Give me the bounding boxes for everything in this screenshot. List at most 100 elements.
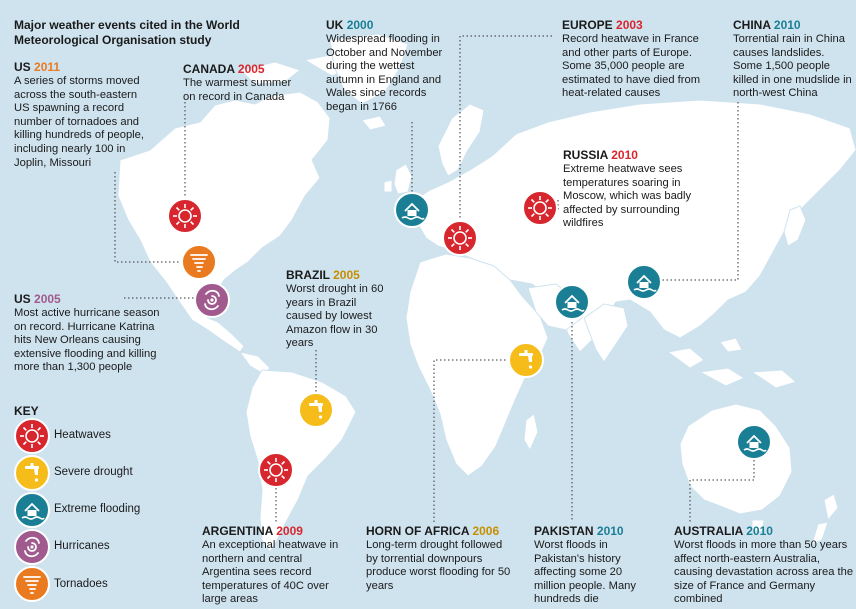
event-region: AUSTRALIA <box>674 524 743 538</box>
uk-landmass <box>383 163 413 195</box>
key-label-drought: Severe drought <box>54 466 133 478</box>
event-description: Widespread flooding in October and Novem… <box>326 33 443 113</box>
africa-landmass <box>405 253 549 477</box>
event-region: US <box>14 60 31 74</box>
marker-brazil-2005[interactable] <box>298 392 334 428</box>
new-zealand-landmass <box>811 493 839 545</box>
event-description: Long-term drought followed by torrential… <box>366 539 511 592</box>
event-description: Most active hurricane season on record. … <box>14 307 160 374</box>
japan-landmass <box>783 205 807 247</box>
key-title: KEY <box>14 404 39 418</box>
event-us-2005: US 2005 Most active hurricane season on … <box>14 292 164 375</box>
event-description: The warmest summer on record in Canada <box>183 77 292 103</box>
event-argentina-2009: ARGENTINA 2009 An exceptional heatwave i… <box>202 524 350 607</box>
leader-line-europe-2003 <box>459 35 552 220</box>
key-swatch-hurricane <box>14 529 50 565</box>
sun-icon <box>528 196 552 220</box>
sun-icon <box>20 424 44 448</box>
scandinavia-landmass <box>437 103 485 177</box>
marker-us-2005[interactable] <box>194 282 230 318</box>
event-description: Extreme heatwave sees temperatures soari… <box>563 163 692 230</box>
southeast-asia-islands <box>666 337 746 387</box>
event-us-2011: US 2011 A series of storms moved across … <box>14 60 152 170</box>
sun-icon <box>448 226 472 250</box>
hurricane-icon <box>24 536 40 558</box>
event-brazil-2005: BRAZIL 2005 Worst drought in 60 years in… <box>286 268 386 351</box>
north-america-landmass <box>117 91 331 353</box>
tornado-icon <box>23 576 41 594</box>
marker-russia-2010[interactable] <box>522 190 558 226</box>
madagascar-landmass <box>523 413 539 452</box>
sun-icon <box>264 458 288 482</box>
new-guinea-landmass <box>750 369 798 389</box>
marker-pakistan-2010[interactable] <box>554 284 590 320</box>
flooded-house-icon <box>743 434 767 452</box>
event-year: 2000 <box>346 18 374 32</box>
key-label-heatwave: Heatwaves <box>54 429 111 441</box>
marker-horn-2006[interactable] <box>508 342 544 378</box>
tap-icon <box>519 350 533 369</box>
event-year: 2005 <box>333 268 360 282</box>
event-region: CHINA <box>733 18 771 32</box>
tap-icon <box>25 463 39 482</box>
event-year: 2010 <box>611 148 638 162</box>
flooded-house-icon <box>21 502 45 520</box>
key-label-hurricane: Hurricanes <box>54 540 110 552</box>
event-canada-2005: CANADA 2005 The warmest summer on record… <box>183 62 303 104</box>
key-swatch-flooding <box>14 492 50 528</box>
event-year: 2005 <box>237 62 265 76</box>
event-description: Torrential rain in China causes landslid… <box>733 33 852 100</box>
event-year: 2005 <box>34 292 61 306</box>
key-label-tornado: Tornadoes <box>54 578 108 590</box>
event-region: RUSSIA <box>563 148 608 162</box>
event-year: 2011 <box>34 60 61 74</box>
marker-china-2010[interactable] <box>626 264 662 300</box>
event-uk-2000: UK 2000 Widespread flooding in October a… <box>326 18 452 115</box>
key-swatch-tornado <box>14 566 50 602</box>
event-description: Worst floods in Pakistan's history affec… <box>534 539 636 606</box>
event-description: An exceptional heatwave in northern and … <box>202 539 339 606</box>
event-china-2010: CHINA 2010 Torrential rain in China caus… <box>733 18 855 101</box>
flooded-house-icon <box>633 274 657 292</box>
event-region: HORN OF AFRICA <box>366 524 470 538</box>
event-region: ARGENTINA <box>202 524 273 538</box>
event-region: UK <box>326 18 344 32</box>
event-description: Worst drought in 60 years in Brazil caus… <box>286 283 384 350</box>
marker-australia-2010[interactable] <box>736 424 772 460</box>
event-region: US <box>14 292 31 306</box>
australia-landmass <box>679 403 793 515</box>
marker-uk-2000[interactable] <box>394 192 430 228</box>
key-swatch-heatwave <box>14 418 50 454</box>
event-description: Worst floods in more than 50 years affec… <box>674 539 854 606</box>
event-description: Record heatwave in France and other part… <box>562 33 701 100</box>
leader-line-us-2011 <box>114 172 196 263</box>
flooded-house-icon <box>401 202 425 220</box>
india-landmass <box>583 303 629 363</box>
leader-line-china-2010 <box>662 102 739 281</box>
event-year: 2006 <box>472 524 500 538</box>
sun-icon <box>173 204 197 228</box>
event-year: 2010 <box>773 18 801 32</box>
tasmania-landmass <box>751 519 765 533</box>
iceland-landmass <box>361 115 387 131</box>
event-description: A series of storms moved across the sout… <box>14 75 144 169</box>
event-year: 2009 <box>276 524 303 538</box>
event-year: 2003 <box>616 18 643 32</box>
hurricane-icon <box>204 289 220 311</box>
marker-canada-2005[interactable] <box>167 198 203 234</box>
key-swatch-drought <box>14 455 50 491</box>
tornado-icon <box>190 254 208 272</box>
event-year: 2010 <box>596 524 624 538</box>
event-region: EUROPE <box>562 18 613 32</box>
event-year: 2010 <box>746 524 773 538</box>
marker-europe-2003[interactable] <box>442 220 478 256</box>
marker-us-2011[interactable] <box>181 244 217 280</box>
event-region: PAKISTAN <box>534 524 594 538</box>
leader-line-australia-2010 <box>689 460 755 522</box>
event-region: CANADA <box>183 62 235 76</box>
event-horn-2006: HORN OF AFRICA 2006 Long-term drought fo… <box>366 524 516 593</box>
event-pakistan-2010: PAKISTAN 2010 Worst floods in Pakistan's… <box>534 524 652 607</box>
greenland-landmass <box>329 33 409 105</box>
marker-argentina-2009[interactable] <box>258 452 294 488</box>
